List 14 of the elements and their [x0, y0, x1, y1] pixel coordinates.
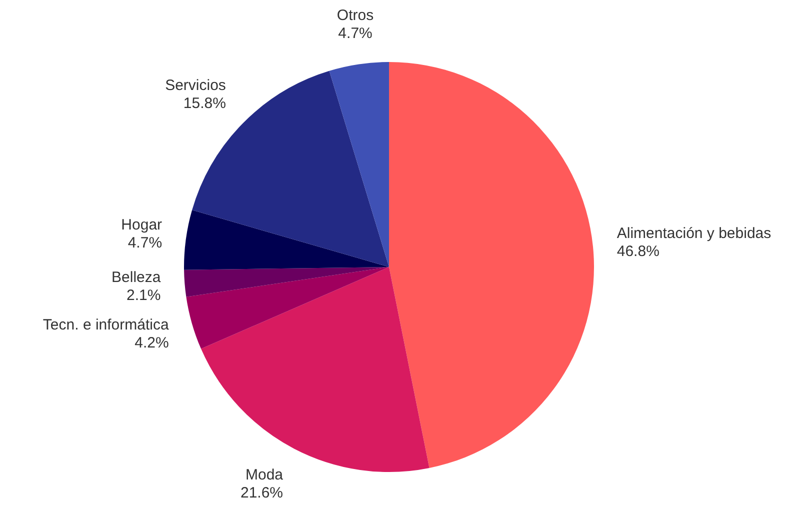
slice-label: Tecn. e informática: [42, 316, 170, 334]
data-label: 15.8%: [183, 95, 226, 112]
data-label: 4.7%: [128, 234, 162, 252]
slice-label: Servicios: [165, 77, 226, 94]
slice-label: Hogar: [121, 216, 162, 234]
data-label: 46.8%: [616, 242, 660, 260]
data-label: 4.7%: [338, 24, 372, 42]
slice-label: Otros: [336, 6, 374, 24]
data-label: 4.2%: [134, 334, 169, 352]
slice-label: Belleza: [112, 268, 162, 286]
slice-label: Alimentación y bebidas: [616, 224, 772, 242]
data-label: 21.6%: [240, 484, 284, 502]
slice-label: Moda: [245, 466, 284, 484]
data-label: 2.1%: [126, 286, 161, 304]
